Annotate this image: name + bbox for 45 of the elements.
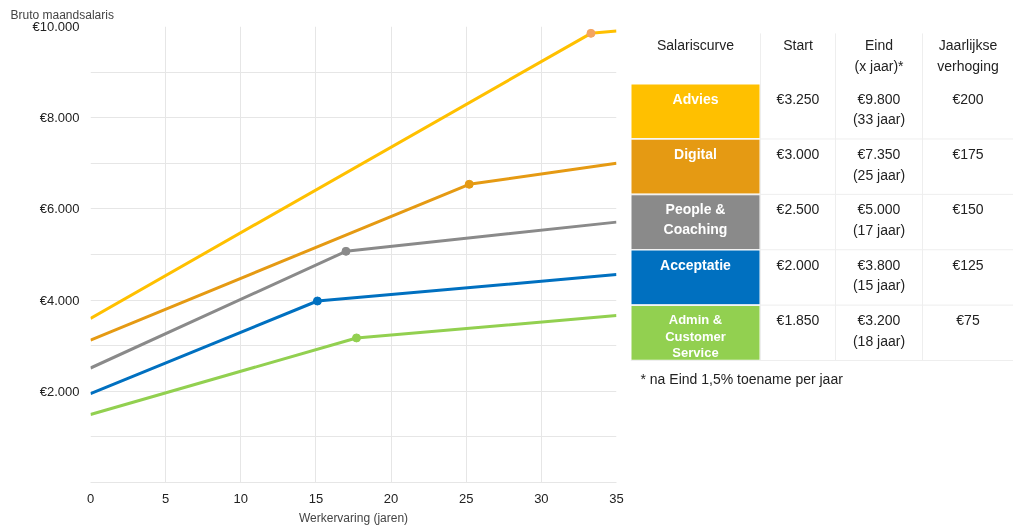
y-tick-label: €2.000 (39, 383, 80, 399)
text: Acceptatie (660, 256, 732, 273)
text: €150 (952, 201, 984, 218)
text: €3.200 (18 jaar) (852, 312, 906, 349)
y-axis-title: Bruto maandsalaris (10, 7, 114, 22)
text: €3.250 (776, 90, 820, 107)
y-tick-label: €10.000 (32, 19, 80, 34)
text: €7.350 (25 jaar) (852, 145, 906, 183)
text: €2.500 (776, 201, 820, 218)
x-axis-title: Werkervaring (jaren) (298, 510, 409, 525)
x-tick-label: 15 (308, 490, 324, 506)
x-tick-label: 25 (458, 490, 474, 506)
text: * na Eind 1,5% toename per jaar (640, 370, 844, 387)
text: Eind (x jaar)* (854, 36, 905, 74)
text: Jaarlijkse verhoging (937, 36, 999, 74)
text: Start (783, 36, 813, 53)
point (312, 296, 322, 306)
text: Advies (672, 90, 719, 107)
text: €9.800 (33 jaar) (852, 90, 906, 128)
text: €3.000 (776, 145, 820, 162)
point (352, 333, 362, 343)
x-tick-label: 5 (162, 490, 170, 506)
y-tick-label: €4.000 (39, 292, 80, 308)
text: €200 (952, 90, 984, 107)
text: People & Coaching (663, 201, 728, 238)
text: €125 (952, 256, 984, 273)
y-tick-label: €8.000 (39, 110, 80, 126)
x-tick-label: 10 (233, 490, 249, 506)
y-tick-label: €6.000 (39, 201, 80, 217)
x-tick-label: 20 (383, 490, 399, 506)
text: €5.000 (17 jaar) (852, 201, 906, 239)
x-tick-label: 35 (609, 490, 624, 506)
text: Salariscurve (656, 36, 735, 53)
text: €1.850 (776, 312, 820, 329)
text: €2.000 (776, 256, 820, 273)
text: Admin & Customer Service (665, 312, 726, 361)
text: €3.800 (15 jaar) (852, 256, 906, 294)
text: Digital (674, 145, 717, 162)
text: €175 (952, 145, 984, 162)
x-tick-label: 0 (86, 490, 95, 506)
point (464, 179, 474, 189)
point (341, 246, 351, 256)
text: €75 (956, 312, 980, 329)
point (586, 28, 596, 38)
x-tick-label: 30 (534, 490, 549, 506)
